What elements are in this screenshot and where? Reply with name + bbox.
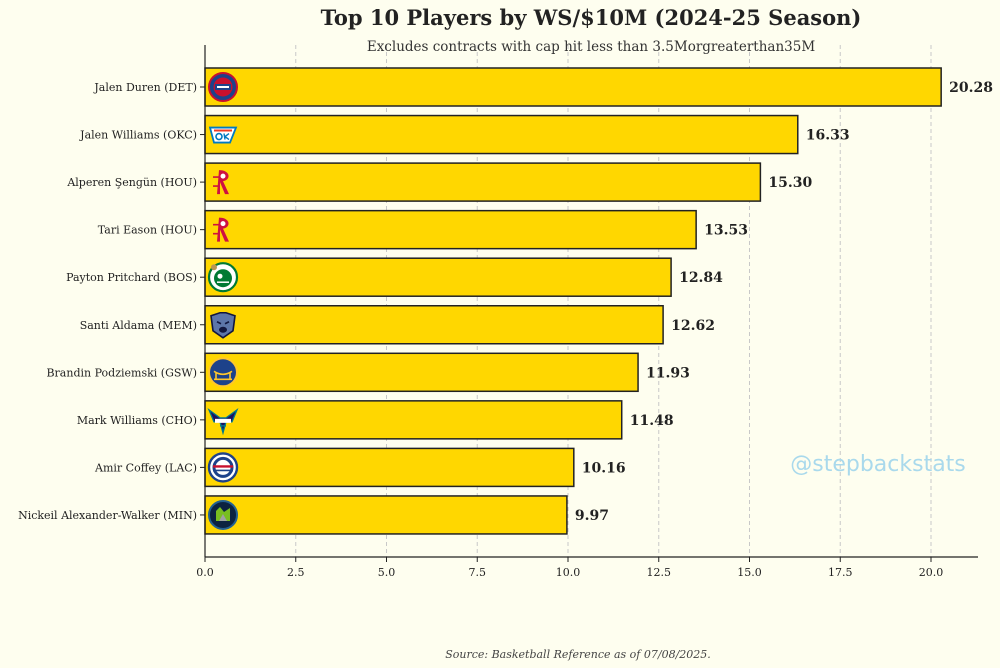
category-label: Mark Williams (CHO) [77, 414, 197, 427]
bar [204, 257, 672, 297]
celtics-logo-icon [207, 262, 239, 293]
category-label: Brandin Podziemski (GSW) [46, 366, 197, 379]
bar-row: 10.16 Amir Coffey (LAC) [94, 447, 626, 488]
clippers-logo-icon [207, 452, 239, 483]
x-tick-label: 7.5 [469, 566, 487, 579]
pistons-logo-icon [208, 72, 238, 102]
x-tick-label: 0.0 [196, 566, 214, 579]
x-tick-label: 15.0 [737, 566, 762, 579]
x-tick-label: 12.5 [647, 566, 672, 579]
category-label: Jalen Williams (OKC) [79, 129, 197, 142]
bar-row: 11.93 Brandin Podziemski (GSW) [46, 352, 690, 393]
bar [204, 209, 697, 250]
chart-subtitle: Excludes contracts with cap hit less tha… [367, 39, 815, 55]
bar [204, 162, 762, 202]
x-tick-label: 17.5 [828, 566, 853, 579]
category-label: Santi Aldama (MEM) [80, 319, 197, 332]
value-label: 16.33 [806, 128, 850, 144]
value-label: 11.48 [630, 413, 674, 429]
rockets-logo-icon [213, 217, 229, 242]
bar [204, 67, 942, 107]
bars: 20.28 Jalen Duren (DET) 16.33 Jalen William… [18, 67, 993, 535]
bar [204, 352, 639, 393]
value-label: 15.30 [768, 175, 812, 191]
bar-row: 12.62 Santi Aldama (MEM) [80, 305, 715, 345]
category-label: Nickeil Alexander-Walker (MIN) [18, 509, 197, 522]
bar-row: 15.30 Alperen Şengün (HOU) [66, 162, 812, 202]
bar [204, 400, 623, 440]
x-tick-label: 5.0 [378, 566, 396, 579]
x-tick-label: 2.5 [287, 566, 305, 579]
rockets-logo-icon [213, 170, 229, 195]
bar [204, 495, 568, 535]
bar [204, 114, 799, 155]
bar [204, 447, 575, 488]
warriors-logo-icon [208, 357, 238, 388]
value-label: 12.84 [679, 270, 723, 286]
watermark: @stepbackstats [790, 452, 966, 477]
value-label: 13.53 [704, 223, 748, 239]
category-label: Payton Pritchard (BOS) [66, 271, 197, 284]
category-label: Tari Eason (HOU) [98, 224, 197, 237]
hornets-logo-icon [207, 407, 239, 436]
category-label: Alperen Şengün (HOU) [66, 176, 197, 189]
bar-row: 20.28 Jalen Duren (DET) [93, 67, 993, 107]
value-label: 20.28 [949, 80, 993, 96]
value-label: 9.97 [575, 508, 609, 524]
x-tick-label: 10.0 [556, 566, 581, 579]
value-label: 10.16 [582, 460, 626, 476]
bar-row: 12.84 Payton Pritchard (BOS) [66, 257, 723, 297]
bar-row: 13.53 Tari Eason (HOU) [98, 209, 748, 250]
category-label: Amir Coffey (LAC) [94, 461, 197, 474]
chart-title: Top 10 Players by WS/$10M (2024-25 Seaso… [321, 5, 862, 30]
source-note: Source: Basketball Reference as of 07/08… [445, 648, 711, 661]
bar-row: 16.33 Jalen Williams (OKC) [79, 114, 850, 155]
bar-row: 11.48 Mark Williams (CHO) [77, 400, 674, 440]
x-tick-label: 20.0 [919, 566, 944, 579]
value-label: 11.93 [646, 365, 690, 381]
value-label: 12.62 [671, 318, 715, 334]
category-label: Jalen Duren (DET) [93, 81, 197, 94]
timberwolves-logo-icon [208, 499, 238, 530]
bar-row: 9.97 Nickeil Alexander-Walker (MIN) [18, 495, 609, 535]
grizzlies-logo-icon [210, 311, 236, 339]
axes: 0.0 2.5 5.0 7.5 10.0 12.5 15.0 17.5 20.0 [196, 45, 978, 579]
bar [204, 305, 664, 345]
thunder-logo-icon [208, 126, 238, 144]
